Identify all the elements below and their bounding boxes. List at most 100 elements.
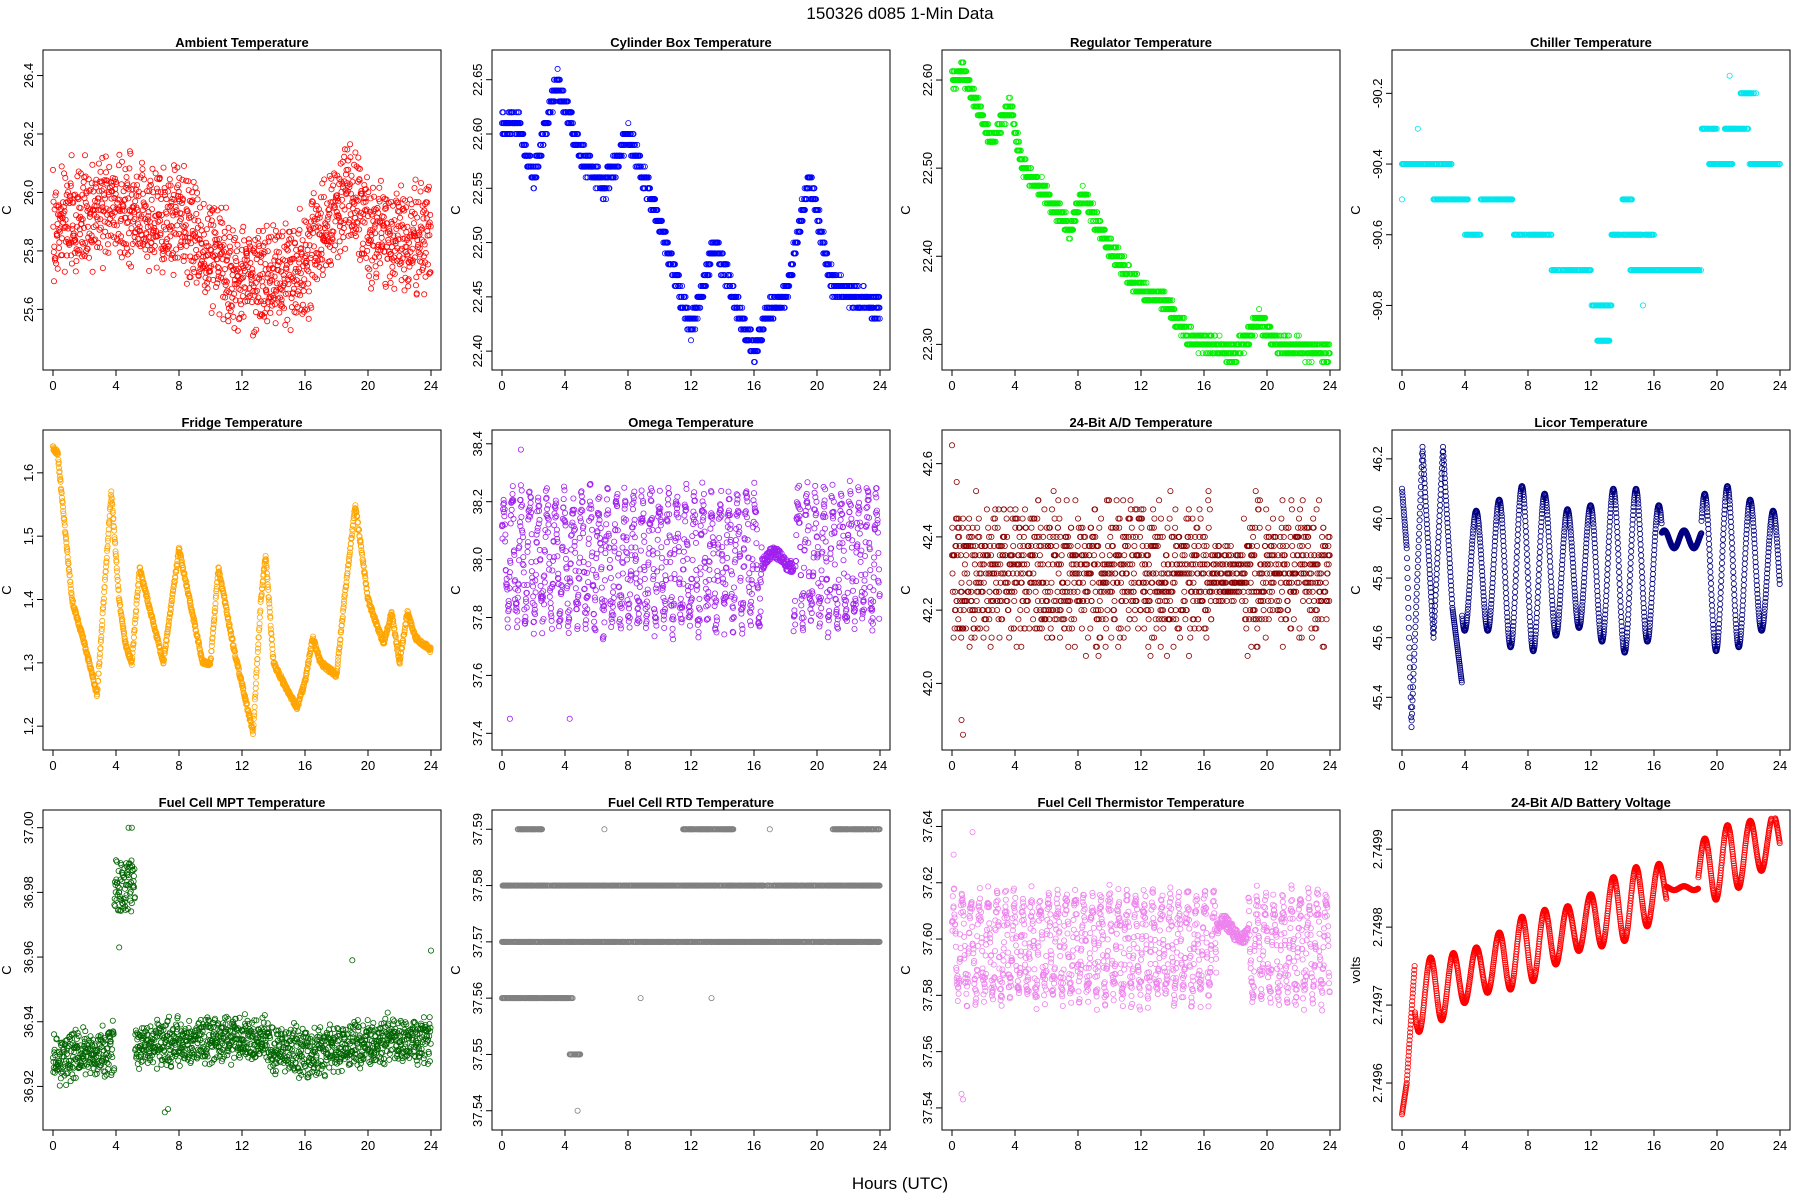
data-point (185, 234, 192, 241)
data-point (218, 243, 225, 250)
panel-ylabel: C (0, 205, 14, 214)
data-point (340, 225, 347, 232)
data-point (390, 232, 397, 239)
data-point (335, 212, 342, 219)
data-point (139, 207, 146, 214)
data-point (75, 168, 82, 175)
data-point (176, 174, 183, 181)
data-point (110, 204, 117, 211)
data-point (94, 244, 101, 251)
data-point (99, 204, 106, 211)
x-tick-label: 24 (424, 378, 438, 393)
data-point (390, 257, 397, 264)
data-point (395, 236, 402, 243)
data-point (72, 236, 79, 243)
data-point (102, 248, 109, 255)
data-point (344, 146, 351, 153)
data-point (194, 196, 201, 203)
data-points (498, 65, 883, 365)
data-point (69, 222, 76, 229)
data-point (412, 176, 419, 183)
data-point (214, 256, 221, 263)
data-point (153, 264, 160, 271)
data-point (139, 190, 146, 197)
data-point (315, 223, 322, 230)
x-tick-label: 0 (49, 378, 56, 393)
data-point (63, 252, 70, 259)
data-point (53, 202, 60, 209)
data-point (102, 195, 109, 202)
data-point (263, 286, 270, 293)
data-point (306, 232, 313, 239)
data-point (348, 172, 355, 179)
data-point (204, 279, 211, 286)
x-tick-label: 0 (498, 378, 505, 393)
data-point (174, 192, 181, 199)
data-point (345, 166, 352, 173)
data-point (405, 283, 412, 290)
data-point (175, 182, 182, 189)
data-point (143, 188, 150, 195)
data-point (347, 211, 354, 218)
data-points (1399, 72, 1783, 344)
data-point (102, 228, 109, 235)
data-point (59, 252, 66, 259)
data-point (263, 289, 270, 296)
data-point (283, 245, 290, 252)
data-point (99, 154, 106, 161)
data-point (282, 220, 289, 227)
data-point (226, 243, 233, 250)
data-point (407, 248, 414, 255)
data-point (263, 305, 270, 312)
y-tick-label: 22.45 (470, 281, 485, 314)
data-point (154, 188, 161, 195)
data-point (124, 180, 131, 187)
data-point (69, 199, 76, 206)
data-point (376, 198, 383, 205)
data-point (82, 239, 89, 246)
x-tick-label: 8 (1074, 378, 1081, 393)
data-point (88, 232, 95, 239)
data-point (203, 226, 210, 233)
data-point (241, 256, 248, 263)
data-point (148, 239, 155, 246)
data-point (100, 185, 107, 192)
data-point (124, 251, 131, 258)
data-point (63, 191, 70, 198)
data-point (229, 227, 236, 234)
y-tick-label: 22.40 (920, 240, 935, 273)
data-point (416, 268, 423, 275)
data-point (270, 222, 277, 229)
x-tick-label: 0 (948, 378, 955, 393)
data-point (409, 245, 416, 252)
data-point (208, 309, 215, 316)
data-point (375, 209, 382, 216)
data-point (228, 303, 235, 310)
data-point (389, 263, 396, 270)
data-point (128, 248, 135, 255)
data-point (419, 209, 426, 216)
data-point (205, 276, 212, 283)
data-point (166, 204, 173, 211)
data-point (208, 247, 215, 254)
data-point (87, 206, 94, 213)
data-point (341, 206, 348, 213)
data-point (50, 223, 57, 230)
data-point (118, 233, 125, 240)
data-point (274, 233, 281, 240)
data-point (354, 207, 361, 214)
data-point (278, 296, 285, 303)
data-point (216, 311, 223, 318)
data-point (321, 176, 328, 183)
data-point (377, 177, 384, 184)
data-point (376, 184, 383, 191)
data-point (196, 269, 203, 276)
data-point (108, 232, 115, 239)
data-point (292, 268, 299, 275)
data-point (334, 172, 341, 179)
data-point (152, 227, 159, 234)
panel-title: Cylinder Box Temperature (610, 35, 772, 50)
data-point (136, 223, 143, 230)
